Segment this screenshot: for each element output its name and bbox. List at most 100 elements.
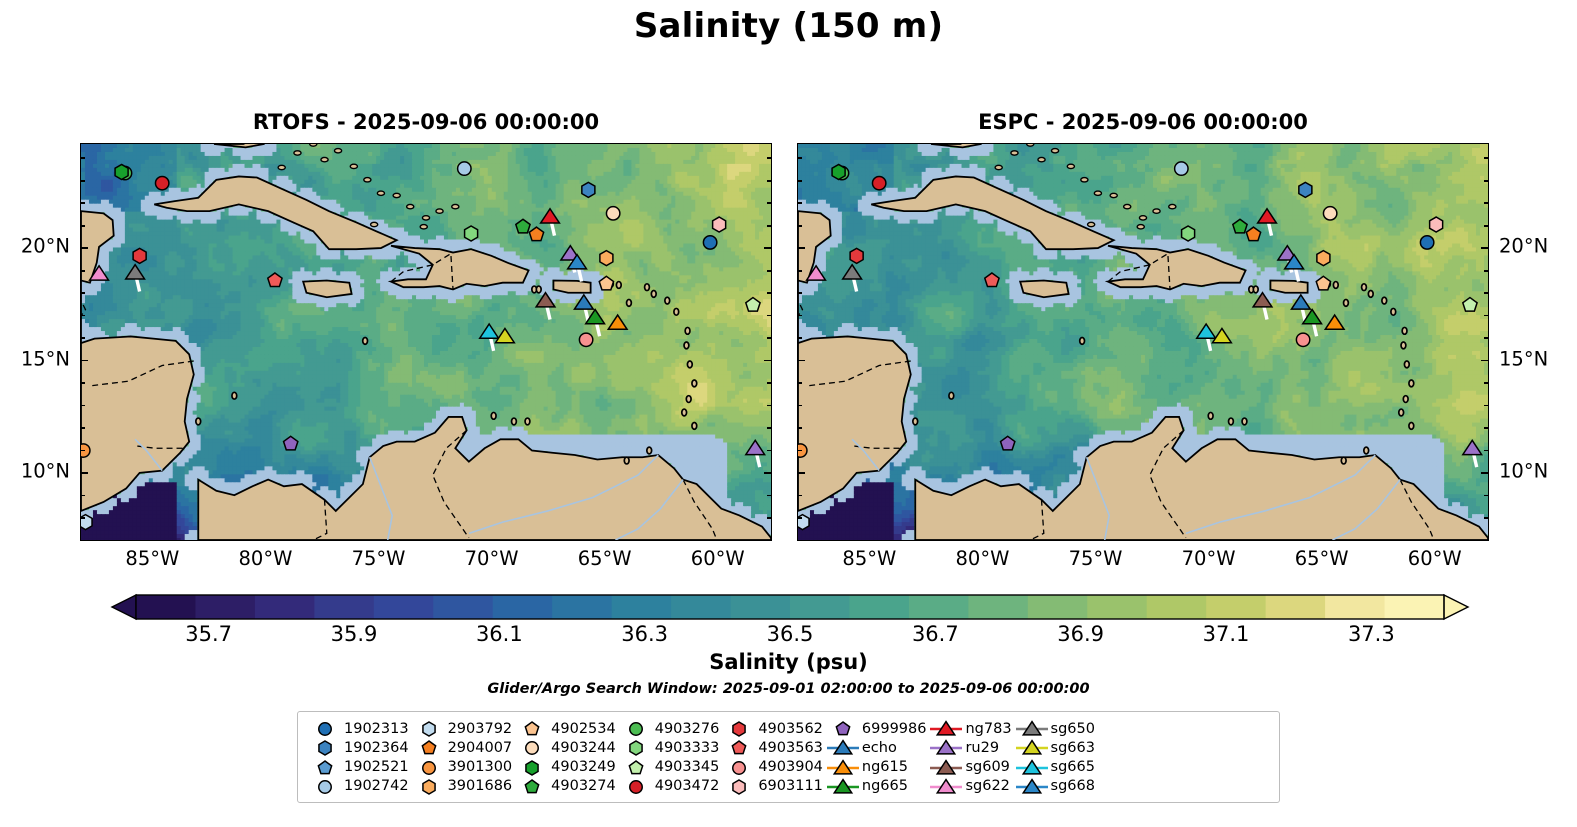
x-axis-tick-top bbox=[825, 143, 827, 144]
platform-marker-4903472 bbox=[871, 175, 887, 191]
x-axis-tick-top bbox=[1458, 143, 1460, 144]
island bbox=[510, 417, 518, 426]
island bbox=[277, 164, 286, 171]
x-axis-major-tick bbox=[983, 540, 985, 541]
x-axis-minor-tick bbox=[893, 540, 895, 541]
legend-item-2903792[interactable]: 2903792 bbox=[412, 719, 512, 738]
platform-marker-4903345 bbox=[1461, 296, 1478, 312]
legend-item-sg668[interactable]: sg668 bbox=[1015, 777, 1095, 796]
map-rtofs[interactable] bbox=[80, 143, 772, 541]
y-axis-tick-left bbox=[81, 224, 85, 227]
x-axis-minor-tick bbox=[1232, 540, 1234, 541]
y-axis-tick-right bbox=[1484, 382, 1488, 384]
legend-item-ng615[interactable]: ng615 bbox=[826, 758, 927, 777]
platform-marker-4903563 bbox=[983, 272, 1000, 288]
legend-item-4903244[interactable]: 4903244 bbox=[515, 738, 616, 757]
x-axis-tick-top bbox=[628, 143, 630, 144]
legend-item-1902521[interactable]: 1902521 bbox=[308, 758, 409, 777]
legend-item-3901686[interactable]: 3901686 bbox=[412, 777, 512, 796]
x-axis-minor-tick bbox=[1255, 540, 1257, 541]
y-axis-tick-left bbox=[81, 247, 88, 250]
legend-item-6903111[interactable]: 6903111 bbox=[722, 777, 823, 796]
legend-item-sg650[interactable]: sg650 bbox=[1015, 719, 1095, 738]
glider-track bbox=[1293, 268, 1301, 282]
legend-item-sg663[interactable]: sg663 bbox=[1015, 738, 1095, 757]
island bbox=[1390, 307, 1397, 317]
x-axis-tick-top bbox=[696, 143, 698, 144]
glider-track bbox=[1472, 453, 1479, 468]
legend-item-echo[interactable]: echo bbox=[826, 738, 927, 757]
legend-item-4903563[interactable]: 4903563 bbox=[722, 738, 823, 757]
legend-item-1902364[interactable]: 1902364 bbox=[308, 738, 409, 757]
platform-marker-ru29b bbox=[1461, 438, 1484, 456]
legend-swatch bbox=[832, 739, 854, 755]
legend-item-sg665[interactable]: sg665 bbox=[1015, 758, 1095, 777]
y-axis-label: 10°N bbox=[1499, 460, 1548, 483]
legend-item-1902742[interactable]: 1902742 bbox=[308, 777, 409, 796]
legend-item-sg609[interactable]: sg609 bbox=[929, 758, 1011, 777]
legend-item-4903274[interactable]: 4903274 bbox=[515, 777, 616, 796]
legend-swatch bbox=[525, 759, 539, 776]
legend-item-2904007[interactable]: 2904007 bbox=[412, 738, 512, 757]
x-axis-tick-top bbox=[764, 143, 766, 144]
legend-item-1902313[interactable]: 1902313 bbox=[308, 719, 409, 738]
legend-item-4903562[interactable]: 4903562 bbox=[722, 719, 823, 738]
island bbox=[1403, 360, 1411, 369]
island bbox=[1086, 221, 1096, 228]
legend-item-4903904[interactable]: 4903904 bbox=[722, 758, 823, 777]
legend-item-ng665[interactable]: ng665 bbox=[826, 777, 927, 796]
y-axis-tick-right bbox=[1484, 449, 1488, 452]
platform-marker-6903111 bbox=[711, 216, 727, 233]
x-axis-tick-top bbox=[402, 143, 404, 144]
legend-item-4903333[interactable]: 4903333 bbox=[619, 738, 719, 757]
legend-item-3901300[interactable]: 3901300 bbox=[412, 758, 512, 777]
y-axis-tick-right bbox=[767, 202, 771, 205]
legend-swatch bbox=[936, 720, 957, 736]
y-axis-tick-right bbox=[1481, 247, 1488, 250]
legend-item-ng783[interactable]: ng783 bbox=[929, 719, 1012, 738]
island bbox=[994, 164, 1003, 171]
landmass bbox=[871, 175, 1116, 251]
y-axis-tick-right bbox=[1484, 494, 1488, 497]
x-axis-major-tick bbox=[719, 540, 721, 541]
x-axis-minor-tick bbox=[357, 540, 359, 541]
x-axis-minor-tick bbox=[1187, 540, 1189, 541]
y-axis-tick-right bbox=[767, 517, 771, 519]
legend-marker-hexagon-icon bbox=[619, 738, 653, 757]
legend-item-6999986[interactable]: 6999986 bbox=[826, 719, 926, 738]
x-axis-tick-top bbox=[1164, 143, 1166, 144]
glider-track bbox=[1311, 322, 1319, 337]
island bbox=[1360, 282, 1368, 292]
legend-item-4903472[interactable]: 4903472 bbox=[619, 777, 719, 796]
legend-marker-circle-icon bbox=[619, 777, 653, 796]
island bbox=[333, 147, 343, 154]
legend-item-4902534[interactable]: 4902534 bbox=[515, 719, 616, 738]
island bbox=[490, 411, 497, 421]
legend-label: sg622 bbox=[963, 778, 1009, 794]
legend-item-4903345[interactable]: 4903345 bbox=[619, 758, 719, 777]
legend-marker-hexagon-icon bbox=[722, 777, 756, 796]
colorbar-segment bbox=[1146, 595, 1207, 619]
platform-marker-ru29 bbox=[1276, 244, 1299, 261]
river bbox=[1085, 456, 1111, 540]
legend-swatch bbox=[936, 739, 957, 755]
y-axis-label: 10°N bbox=[21, 460, 70, 483]
colorbar-tick-label: 37.1 bbox=[1203, 622, 1250, 646]
legend-item-4903249[interactable]: 4903249 bbox=[515, 758, 616, 777]
platform-marker-1902742 bbox=[1173, 161, 1189, 177]
x-axis-minor-tick bbox=[560, 540, 562, 541]
legend-item-4903276[interactable]: 4903276 bbox=[619, 719, 719, 738]
y-axis-tick-right bbox=[1484, 292, 1488, 294]
legend-item-sg622[interactable]: sg622 bbox=[929, 777, 1011, 796]
colorbar-tick-label: 36.1 bbox=[476, 622, 523, 646]
legend-marker-circle-icon bbox=[515, 738, 549, 757]
x-axis-tick-top bbox=[380, 143, 382, 144]
platform-marker-4903562 bbox=[849, 247, 864, 265]
colorbar-segment bbox=[552, 595, 613, 619]
platform-marker-4903333 bbox=[463, 225, 479, 242]
x-axis-tick-top bbox=[470, 143, 472, 144]
map-espc[interactable] bbox=[797, 143, 1489, 541]
landmass bbox=[387, 244, 530, 291]
x-axis-minor-tick bbox=[961, 540, 963, 541]
legend-item-ru29[interactable]: ru29 bbox=[929, 738, 1011, 757]
